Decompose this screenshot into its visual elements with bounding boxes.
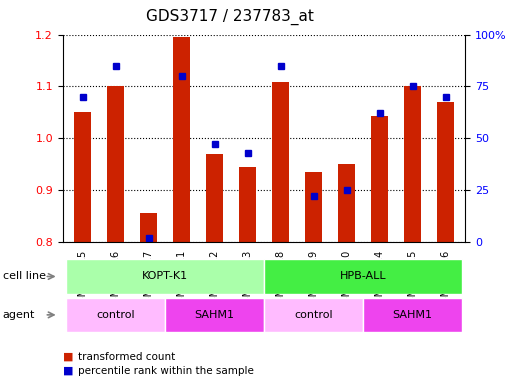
Text: SAHM1: SAHM1: [195, 310, 235, 320]
Text: cell line: cell line: [3, 271, 46, 281]
Bar: [272, 82, 289, 242]
Bar: [371, 116, 388, 242]
Bar: [437, 102, 454, 242]
Bar: [264, 298, 363, 332]
Bar: [404, 86, 421, 242]
Bar: [240, 167, 256, 242]
Text: percentile rank within the sample: percentile rank within the sample: [78, 366, 254, 376]
Bar: [66, 259, 264, 294]
Bar: [207, 154, 223, 242]
Text: control: control: [96, 310, 135, 320]
Bar: [74, 113, 91, 242]
Text: GDS3717 / 237783_at: GDS3717 / 237783_at: [146, 9, 314, 25]
Text: ■: ■: [63, 366, 73, 376]
Text: transformed count: transformed count: [78, 352, 176, 362]
Bar: [107, 86, 124, 242]
Bar: [363, 298, 462, 332]
Text: control: control: [294, 310, 333, 320]
Text: KOPT-K1: KOPT-K1: [142, 271, 188, 281]
Bar: [165, 298, 264, 332]
Bar: [140, 214, 157, 242]
Bar: [305, 172, 322, 242]
Text: ■: ■: [63, 352, 73, 362]
Text: SAHM1: SAHM1: [393, 310, 433, 320]
Text: agent: agent: [3, 310, 35, 320]
Bar: [173, 36, 190, 242]
Bar: [66, 298, 165, 332]
Text: HPB-ALL: HPB-ALL: [340, 271, 386, 281]
Bar: [338, 164, 355, 242]
Bar: [264, 259, 462, 294]
